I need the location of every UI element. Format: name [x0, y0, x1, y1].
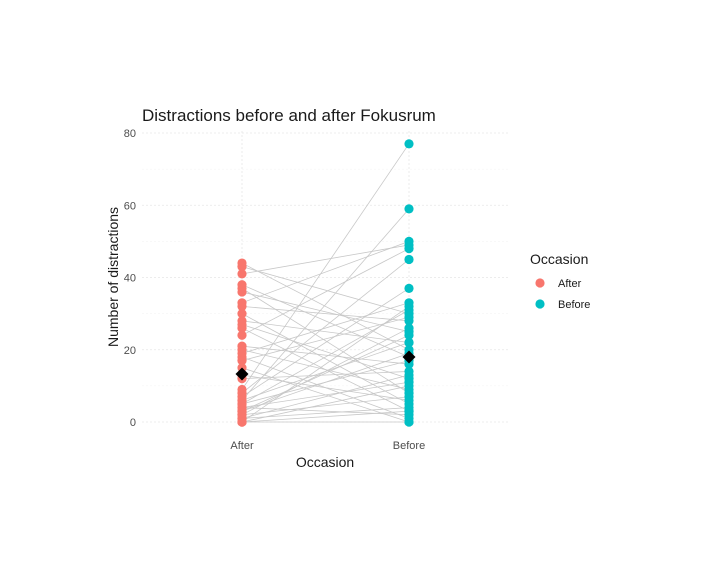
pair-line [241, 407, 410, 419]
x-tick-label: Before [393, 440, 425, 452]
legend-key-before [535, 299, 545, 309]
pair-line [241, 302, 410, 354]
point-after [237, 269, 247, 279]
pair-line [241, 374, 410, 401]
pair-line [241, 306, 410, 322]
y-tick-label: 60 [124, 200, 136, 212]
pair-line [241, 407, 410, 416]
mean-marker-after [235, 367, 249, 381]
pair-line [241, 288, 410, 398]
point-before [404, 244, 414, 254]
pair-line [241, 410, 410, 423]
point-after [237, 301, 247, 311]
point-before [404, 323, 414, 333]
point-before [404, 337, 414, 348]
pair-line [241, 385, 410, 423]
point-after [237, 262, 247, 272]
x-tick-label: After [230, 440, 254, 452]
point-after [237, 417, 247, 427]
pair-line [241, 396, 410, 416]
pair-line [241, 371, 410, 380]
pair-line [241, 259, 410, 394]
point-before [404, 283, 414, 293]
pair-line [241, 324, 410, 380]
legend-label-before: Before [558, 299, 590, 311]
pair-line [241, 374, 410, 419]
pair-line [241, 248, 410, 336]
pair-line [241, 381, 410, 408]
point-before [404, 312, 414, 322]
data-points [237, 139, 414, 427]
y-tick-label: 20 [124, 345, 136, 357]
pair-line [241, 345, 410, 365]
point-before [404, 406, 414, 416]
legend-title: Occasion [530, 251, 588, 267]
point-after [237, 309, 247, 319]
point-after [237, 355, 247, 366]
mean-marker-before [402, 350, 416, 364]
point-before [404, 254, 414, 265]
chart-title: Distractions before and after Fokusrum [142, 106, 436, 125]
point-before [404, 139, 414, 149]
point-before [404, 370, 414, 380]
point-before [404, 204, 414, 214]
x-axis-ticks: After Before [230, 440, 425, 452]
point-after [237, 323, 247, 333]
point-before [404, 417, 414, 427]
legend-key-after [535, 278, 545, 288]
pair-line [241, 262, 410, 351]
mean-markers [235, 350, 416, 381]
pair-line [241, 291, 410, 333]
point-before [404, 236, 414, 246]
pair-line [241, 352, 410, 412]
pair-line [241, 284, 410, 358]
y-tick-label: 80 [124, 128, 136, 140]
pair-line [241, 316, 410, 361]
pair-line [241, 143, 410, 390]
pair-line [241, 334, 410, 412]
y-tick-label: 0 [130, 417, 136, 429]
pair-line [241, 349, 410, 390]
pair-lines [241, 143, 410, 423]
legend-label-after: After [558, 278, 582, 290]
point-after [237, 330, 247, 340]
point-before [404, 301, 414, 311]
pair-line [241, 320, 410, 343]
y-tick-label: 40 [124, 273, 136, 285]
point-before [404, 381, 414, 391]
pair-line [241, 266, 410, 315]
pair-line [241, 244, 410, 275]
point-before [404, 392, 414, 402]
pair-line [241, 208, 410, 401]
grid [142, 131, 510, 423]
legend: Occasion After Before [530, 251, 590, 311]
y-axis-ticks: 0 20 40 60 80 [124, 128, 136, 429]
pair-line [241, 313, 410, 405]
point-after [237, 287, 247, 297]
pair-line [241, 327, 410, 416]
pair-line [241, 287, 410, 394]
y-axis-title: Number of distractions [105, 207, 121, 347]
pair-line [241, 306, 410, 423]
pair-line [241, 240, 410, 304]
point-before [404, 330, 414, 340]
x-axis-title: Occasion [296, 454, 354, 470]
